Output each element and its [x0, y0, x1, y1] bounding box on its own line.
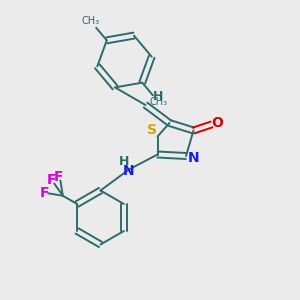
- Text: N: N: [188, 151, 199, 164]
- Text: N: N: [123, 164, 134, 178]
- Text: H: H: [118, 154, 129, 168]
- Text: F: F: [47, 173, 56, 187]
- Text: F: F: [40, 186, 49, 200]
- Text: CH₃: CH₃: [82, 16, 100, 26]
- Text: S: S: [147, 123, 157, 137]
- Text: F: F: [54, 170, 63, 184]
- Text: O: O: [211, 116, 223, 130]
- Text: H: H: [153, 89, 163, 103]
- Text: CH₃: CH₃: [149, 97, 167, 107]
